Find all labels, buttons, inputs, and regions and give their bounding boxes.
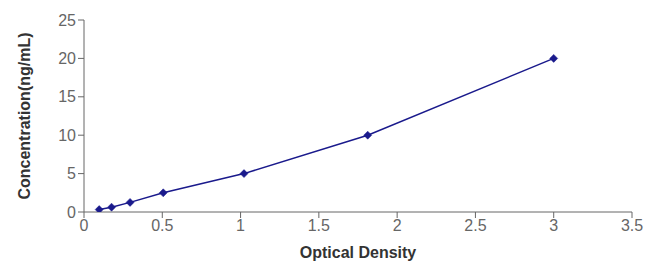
svg-text:25: 25 [58, 12, 76, 29]
svg-text:0: 0 [67, 204, 76, 221]
svg-text:1.5: 1.5 [308, 217, 330, 234]
svg-text:3.5: 3.5 [621, 217, 643, 234]
svg-text:Concentration(ng/mL): Concentration(ng/mL) [16, 32, 33, 199]
svg-text:2: 2 [393, 217, 402, 234]
svg-text:10: 10 [58, 127, 76, 144]
svg-text:15: 15 [58, 88, 76, 105]
svg-text:Optical Density: Optical Density [300, 244, 417, 261]
svg-text:0.5: 0.5 [151, 217, 173, 234]
svg-text:0: 0 [80, 217, 89, 234]
svg-text:2.5: 2.5 [464, 217, 486, 234]
svg-text:1: 1 [236, 217, 245, 234]
svg-text:5: 5 [67, 165, 76, 182]
svg-text:20: 20 [58, 50, 76, 67]
svg-text:3: 3 [549, 217, 558, 234]
